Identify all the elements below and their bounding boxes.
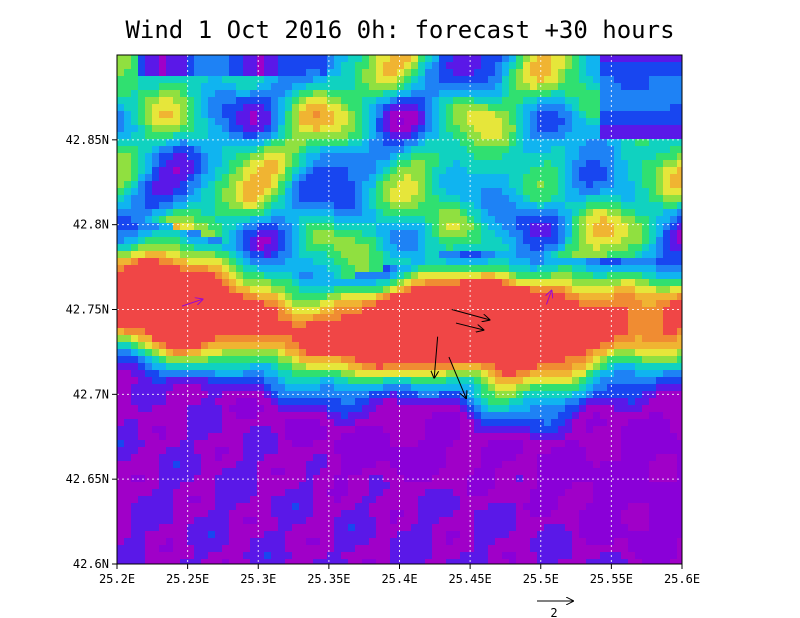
wind-speed-field (117, 55, 682, 564)
x-tick-label: 25.2E (99, 572, 135, 586)
longitude-ticks: 25.2E 25.25E 25.3E 25.35E 25.4E 25.45E 25.5E 25… (99, 564, 700, 586)
x-tick-label: 25.55E (590, 572, 633, 586)
vector-scale-key: 2 (537, 601, 573, 618)
x-tick-label: 25.35E (307, 572, 350, 586)
y-tick-label: 42.85N (66, 133, 109, 147)
wind-vector-arrow (434, 336, 437, 378)
wind-vectors (181, 291, 552, 398)
x-tick-label: 25.5E (523, 572, 559, 586)
map-title: Wind 1 Oct 2016 0h: forecast +30 hours (125, 16, 675, 44)
vector-scale-label: 2 (550, 606, 557, 618)
y-tick-label: 42.8N (73, 218, 109, 232)
x-tick-label: 25.3E (240, 572, 276, 586)
y-tick-label: 42.7N (73, 387, 109, 401)
x-tick-label: 25.4E (381, 572, 417, 586)
wind-vector-arrow (546, 291, 551, 305)
wind-vector-arrow (181, 299, 203, 307)
wind-vector-arrow (448, 356, 466, 398)
x-tick-label: 25.6E (664, 572, 700, 586)
wind-vector-arrow (451, 309, 490, 320)
y-tick-label: 42.6N (73, 557, 109, 571)
wind-vector-arrow (455, 322, 483, 330)
x-tick-label: 25.25E (166, 572, 209, 586)
y-tick-label: 42.75N (66, 303, 109, 317)
x-tick-label: 25.45E (448, 572, 491, 586)
latitude-ticks: 42.6N 42.65N 42.7N 42.75N 42.8N 42.85N (66, 133, 117, 571)
y-tick-label: 42.65N (66, 472, 109, 486)
